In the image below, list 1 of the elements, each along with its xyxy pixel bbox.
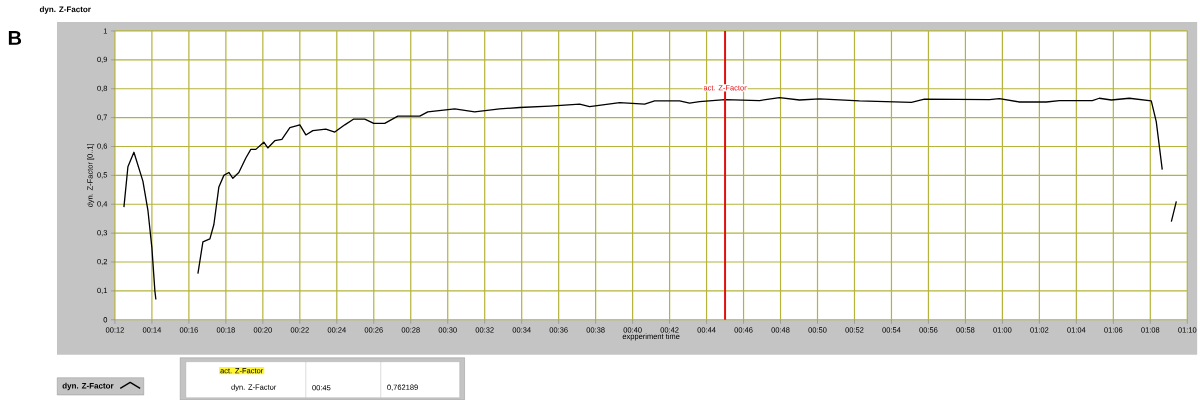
text: B bbox=[8, 31, 22, 45]
